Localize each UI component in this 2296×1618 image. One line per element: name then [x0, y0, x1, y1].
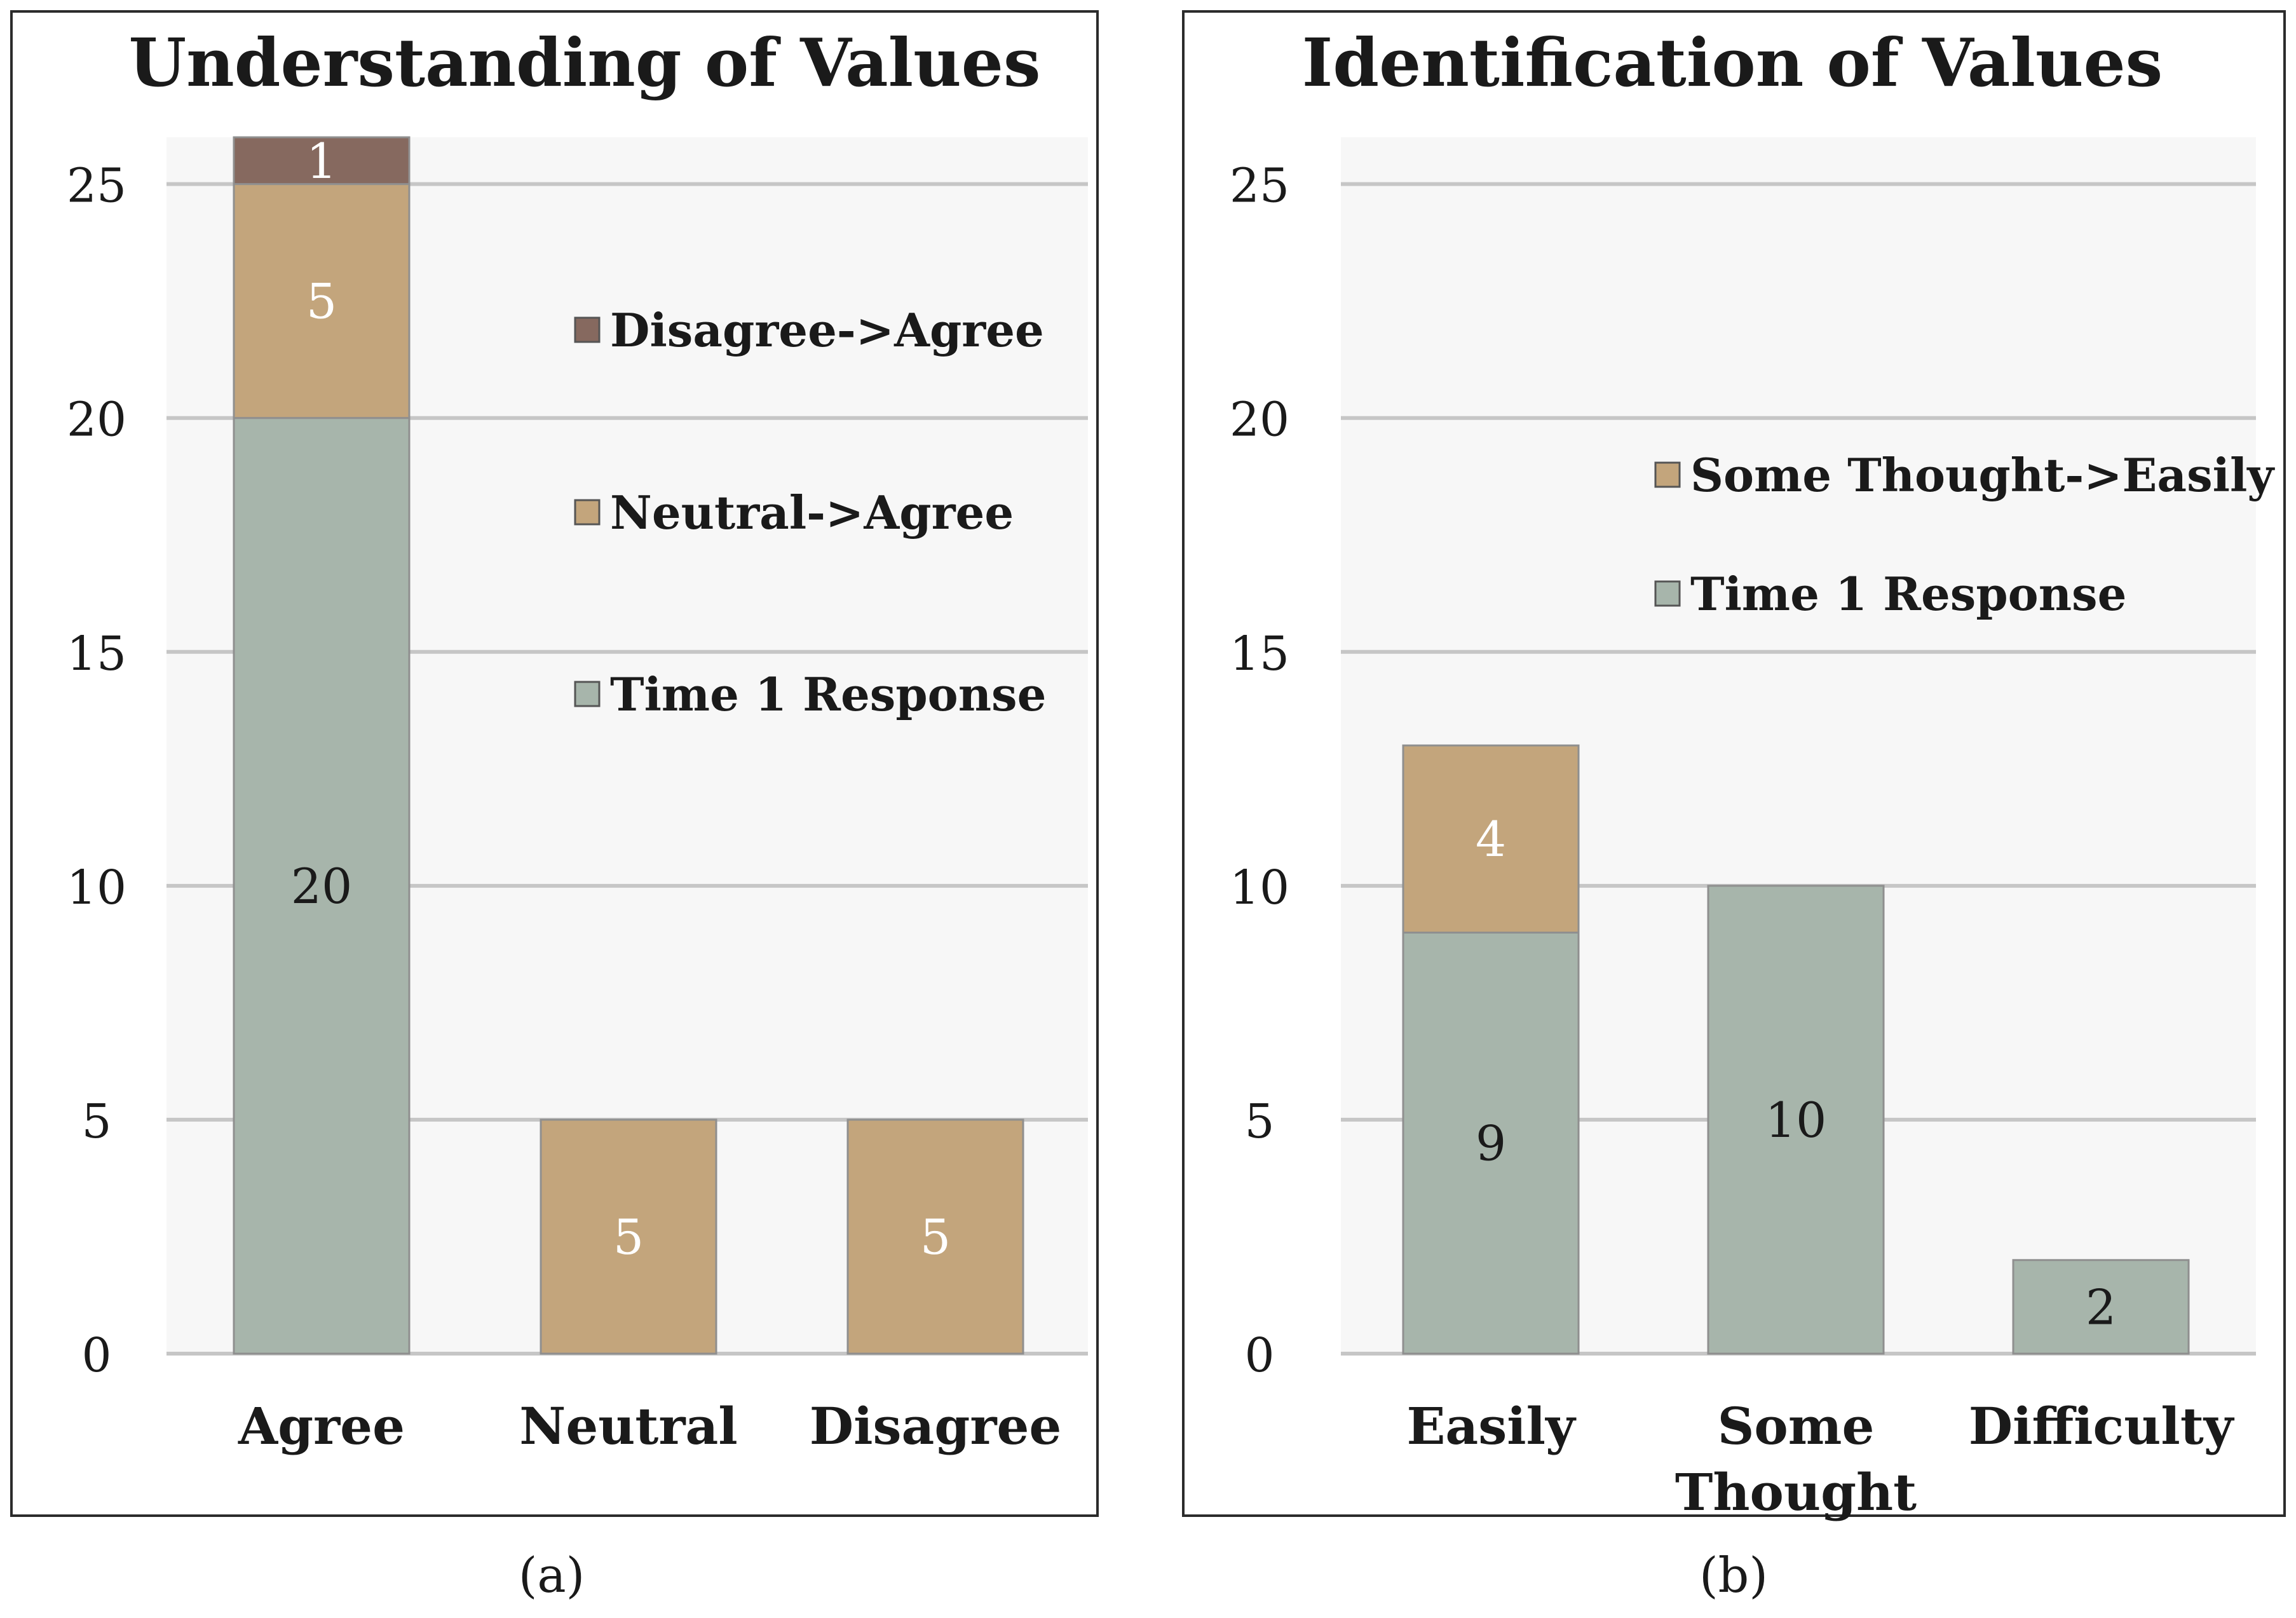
bar-segment	[1402, 744, 1580, 934]
y-tick-label: 0	[1244, 1328, 1274, 1383]
data-label: 20	[291, 858, 353, 914]
y-tick-label: 20	[1230, 393, 1289, 447]
bar-segment	[846, 1118, 1024, 1355]
data-label: 9	[1476, 1115, 1506, 1172]
x-tick-label: Easily	[1406, 1396, 1577, 1456]
x-tick-label: Disagree	[810, 1396, 1062, 1456]
legend-label: Time 1 Response	[610, 667, 1046, 721]
bar-segment	[233, 136, 411, 186]
legend-label: Some Thought->Easily	[1690, 448, 2275, 502]
y-tick-label: 5	[1244, 1094, 1274, 1149]
y-tick-label: 25	[1230, 159, 1289, 214]
x-tick-label: Neutral	[519, 1396, 738, 1456]
data-label: 5	[306, 273, 337, 330]
y-tick-label: 5	[81, 1094, 111, 1149]
x-tick-label: Agree	[238, 1396, 405, 1456]
bar-segment	[1707, 885, 1885, 1355]
legend-label: Neutral->Agree	[610, 486, 1014, 540]
legend-swatch	[574, 499, 601, 526]
data-label: 4	[1476, 811, 1506, 867]
bar-segment	[1402, 931, 1580, 1355]
y-tick-label: 15	[1230, 627, 1289, 681]
y-tick-label: 15	[67, 627, 126, 681]
bar-segment	[233, 183, 411, 419]
bar-segment	[540, 1118, 717, 1355]
chart-title: Identification of Values	[1302, 24, 2163, 102]
legend-swatch	[574, 681, 601, 707]
bar-segment	[233, 417, 411, 1355]
panel-label: (b)	[1699, 1547, 1768, 1603]
x-tick-label: Some Thought	[1675, 1396, 1917, 1522]
legend-label: Disagree->Agree	[610, 303, 1044, 357]
legend-swatch	[1654, 580, 1681, 607]
chart-title: Understanding of Values	[128, 24, 1040, 102]
data-label: 1	[306, 133, 337, 189]
y-tick-label: 20	[67, 393, 126, 447]
data-label: 5	[920, 1209, 951, 1265]
legend-swatch	[574, 316, 601, 343]
y-tick-label: 10	[67, 860, 126, 915]
x-tick-label: Difficulty	[1969, 1396, 2235, 1456]
legend-swatch	[1654, 461, 1681, 488]
chart-2: 0 5 10 15 20 25 9 4 10 2 Easily Some Thought Difficul…	[1182, 10, 2286, 1522]
bar-segment	[2012, 1259, 2190, 1355]
panel-label: (a)	[519, 1547, 585, 1603]
y-tick-label: 0	[81, 1328, 111, 1383]
data-label: 2	[2086, 1279, 2116, 1335]
y-tick-label: 10	[1230, 860, 1289, 915]
data-label: 10	[1765, 1092, 1827, 1148]
legend-label: Time 1 Response	[1690, 567, 2126, 621]
y-tick-label: 25	[67, 159, 126, 214]
data-label: 5	[613, 1209, 644, 1265]
